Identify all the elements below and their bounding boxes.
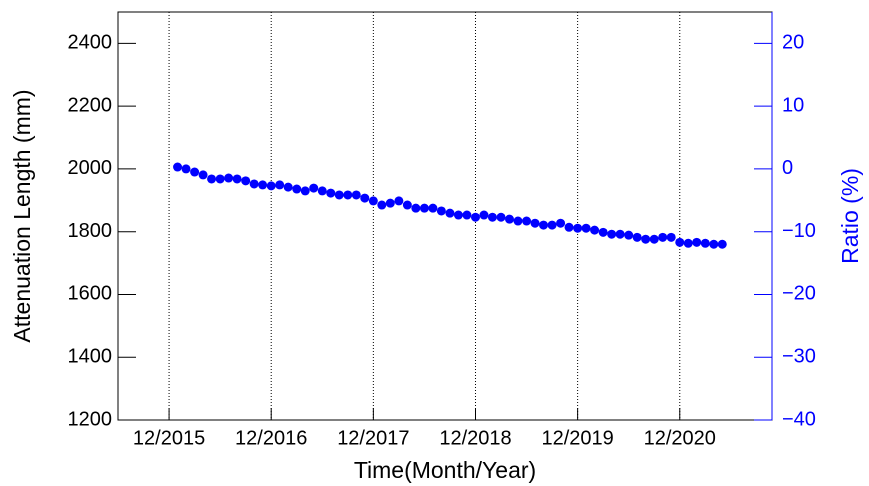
data-point — [522, 216, 532, 226]
data-point — [385, 198, 395, 208]
data-point — [487, 212, 497, 222]
x-tick-label: 12/2019 — [541, 427, 613, 449]
data-point — [658, 232, 668, 242]
data-point — [275, 180, 285, 190]
data-point — [190, 167, 200, 177]
x-axis-label: Time(Month/Year) — [354, 457, 536, 483]
data-point — [445, 208, 455, 218]
data-point — [564, 222, 574, 232]
data-point — [173, 162, 183, 172]
y2-tick-label: −30 — [782, 346, 816, 368]
y2-tick-label: −10 — [782, 220, 816, 242]
data-point — [377, 200, 387, 210]
data-point — [207, 174, 217, 184]
y2-axis-label: Ratio (%) — [837, 168, 863, 264]
data-point — [615, 229, 625, 239]
data-point — [351, 190, 361, 200]
data-point — [249, 179, 259, 189]
data-point — [326, 188, 336, 198]
x-tick-label: 12/2018 — [439, 427, 511, 449]
y2-tick-label: 0 — [782, 157, 793, 179]
data-point — [675, 237, 685, 247]
data-point — [428, 203, 438, 213]
y-tick-label: 2400 — [68, 32, 113, 54]
data-point — [266, 181, 276, 191]
data-point — [394, 196, 404, 206]
data-point — [624, 230, 634, 240]
x-tick-label: 12/2015 — [133, 427, 205, 449]
data-point — [479, 210, 489, 220]
data-point — [411, 203, 421, 213]
data-point — [539, 220, 549, 230]
data-point — [641, 234, 651, 244]
data-point — [590, 225, 600, 235]
data-point — [692, 237, 702, 247]
data-point — [224, 173, 234, 183]
data-point — [530, 218, 540, 228]
data-point — [505, 214, 515, 224]
data-point — [436, 206, 446, 216]
data-point — [360, 193, 370, 203]
data-point — [368, 196, 378, 206]
plot-frame — [117, 11, 773, 421]
data-point — [513, 216, 523, 226]
data-point — [607, 229, 617, 239]
data-point — [300, 186, 310, 196]
x-tick-label: 12/2016 — [235, 427, 307, 449]
y-tick-label: 2200 — [68, 94, 113, 116]
x-tick-label: 12/2020 — [644, 427, 716, 449]
data-point — [258, 180, 268, 190]
y-tick-label: 1400 — [68, 346, 113, 368]
x-tick-label: 12/2017 — [337, 427, 409, 449]
data-point — [598, 227, 608, 237]
y2-tick-label: 10 — [782, 94, 804, 116]
y2-tick-label: −20 — [782, 283, 816, 305]
data-point — [453, 210, 463, 220]
data-point — [334, 190, 344, 200]
data-point — [317, 186, 327, 196]
data-point — [700, 238, 710, 248]
y-tick-label: 1200 — [68, 408, 113, 430]
data-point — [283, 182, 293, 192]
y2-tick-label: 20 — [782, 32, 804, 54]
y-tick-label: 2000 — [68, 157, 113, 179]
data-point — [683, 238, 693, 248]
data-point — [717, 239, 727, 249]
data-point — [419, 203, 429, 213]
y-tick-label: 1800 — [68, 220, 113, 242]
data-point — [547, 220, 557, 230]
y-axis-label: Attenuation Length (mm) — [9, 89, 35, 342]
y-tick-label: 1600 — [68, 283, 113, 305]
data-point — [496, 212, 506, 222]
data-point — [632, 232, 642, 242]
data-point — [343, 190, 353, 200]
data-point — [402, 200, 412, 210]
data-point — [241, 176, 251, 186]
data-point — [292, 184, 302, 194]
data-point — [573, 223, 583, 233]
data-point — [470, 212, 480, 222]
y2-tick-label: −40 — [782, 408, 816, 430]
data-point — [462, 210, 472, 220]
data-point — [709, 239, 719, 249]
data-point — [309, 183, 319, 193]
data-point — [666, 232, 676, 242]
data-point — [556, 218, 566, 228]
data-point — [215, 174, 225, 184]
data-point — [649, 234, 659, 244]
data-point — [232, 174, 242, 184]
data-point — [181, 164, 191, 174]
data-point — [581, 223, 591, 233]
data-point — [198, 170, 208, 180]
